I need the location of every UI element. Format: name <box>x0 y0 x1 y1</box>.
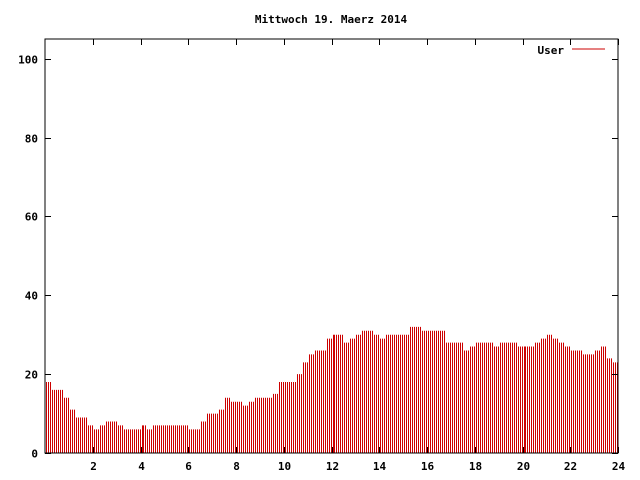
y-tick-label: 0 <box>31 448 38 461</box>
x-tick-label: 12 <box>326 460 339 473</box>
y-tick-label: 100 <box>18 54 38 67</box>
x-tick-label: 2 <box>90 460 97 473</box>
y-tick-label: 40 <box>25 290 38 303</box>
x-tick-label: 10 <box>278 460 291 473</box>
x-tick-label: 20 <box>517 460 530 473</box>
bar-series <box>46 326 618 453</box>
x-tick-label: 14 <box>373 460 387 473</box>
x-axis: 2 4 6 8 10 12 14 16 18 20 22 24 <box>90 39 625 473</box>
x-tick-label: 8 <box>233 460 240 473</box>
x-tick-label: 22 <box>564 460 577 473</box>
y-axis: 0 20 40 60 80 100 <box>18 54 618 461</box>
x-tick-label: 18 <box>469 460 482 473</box>
plot-frame <box>44 38 619 454</box>
legend-label: User <box>538 44 565 57</box>
y-tick-label: 20 <box>25 369 38 382</box>
x-tick-label: 24 <box>612 460 626 473</box>
x-tick-label: 6 <box>185 460 192 473</box>
x-tick-label: 16 <box>421 460 435 473</box>
legend: User <box>538 44 605 57</box>
chart-title: Mittwoch 19. Maerz 2014 <box>255 13 408 26</box>
x-tick-label: 4 <box>138 460 145 473</box>
y-tick-label: 60 <box>25 211 38 224</box>
y-tick-label: 80 <box>25 133 38 146</box>
